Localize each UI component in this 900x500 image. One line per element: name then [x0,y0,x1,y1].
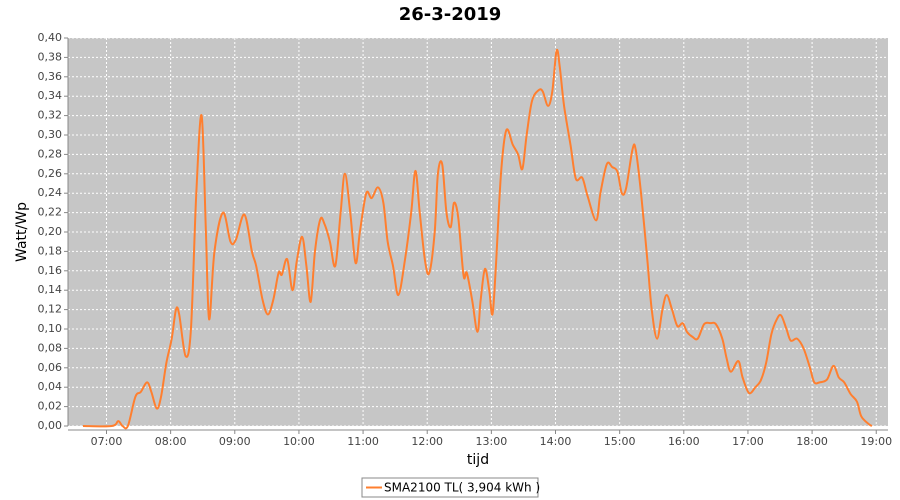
y-tick-label: 0,00 [38,419,63,432]
legend-label: SMA2100 TL( 3,904 kWh ) [384,481,540,495]
y-axis-label: Watt/Wp [14,202,30,262]
y-tick-label: 0,02 [38,400,63,413]
chart-title: 26-3-2019 [399,4,502,25]
y-tick-label: 0,20 [38,225,63,238]
y-tick-label: 0,32 [38,109,63,122]
x-tick-label: 08:00 [155,435,187,448]
x-tick-label: 18:00 [796,435,828,448]
x-tick-label: 16:00 [668,435,700,448]
y-tick-label: 0,34 [38,89,63,102]
y-tick-label: 0,18 [38,244,63,257]
y-tick-label: 0,10 [38,322,63,335]
y-tick-label: 0,06 [38,361,63,374]
x-axis-label: tijd [467,452,489,468]
y-tick-label: 0,38 [38,50,63,63]
x-tick-label: 14:00 [540,435,572,448]
y-tick-label: 0,28 [38,147,63,160]
x-tick-label: 07:00 [91,435,123,448]
x-tick-label: 19:00 [860,435,892,448]
series-line [82,48,873,430]
x-tick-label: 17:00 [732,435,764,448]
x-tick-label: 15:00 [604,435,636,448]
x-tick-label: 13:00 [476,435,508,448]
y-tick-label: 0,08 [38,341,63,354]
x-tick-label: 10:00 [283,435,315,448]
y-tick-label: 0,16 [38,264,63,277]
y-tick-label: 0,30 [38,128,63,141]
y-tick-label: 0,40 [38,31,63,44]
y-tick-label: 0,04 [38,380,63,393]
y-tick-label: 0,14 [38,283,63,296]
y-tick-label: 0,36 [38,70,63,83]
y-tick-label: 0,12 [38,303,63,316]
y-tick-label: 0,26 [38,167,63,180]
x-tick-label: 09:00 [219,435,251,448]
y-tick-label: 0,24 [38,186,63,199]
x-tick-label: 11:00 [347,435,379,448]
legend [361,477,539,498]
y-tick-label: 0,22 [38,206,63,219]
x-tick-label: 12:00 [411,435,443,448]
